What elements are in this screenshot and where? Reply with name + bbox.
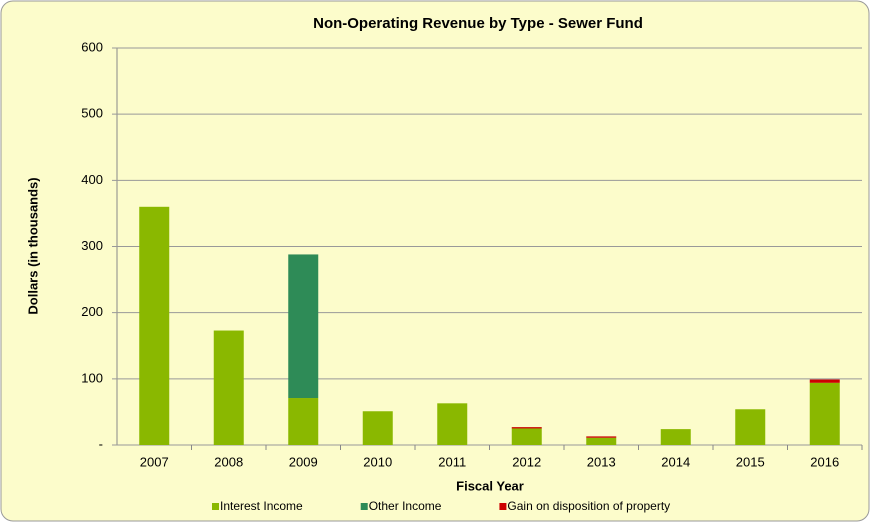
x-tick-label: 2013 — [587, 454, 616, 469]
legend-label: Gain on disposition of property — [507, 499, 670, 513]
bar-segment — [139, 206, 170, 445]
y-axis-label: Dollars (in thousands) — [25, 177, 40, 314]
bar-segment — [437, 403, 468, 445]
bar-segment — [213, 330, 244, 445]
y-tick-label: 400 — [81, 172, 103, 187]
chart-title: Non-Operating Revenue by Type - Sewer Fu… — [313, 15, 643, 32]
bar-segment — [288, 398, 319, 445]
x-tick-label: 2010 — [363, 454, 392, 469]
y-tick-label: 300 — [81, 238, 103, 253]
x-tick-label: 2012 — [512, 454, 541, 469]
bar-segment — [809, 382, 840, 445]
x-tick-label: 2016 — [810, 454, 839, 469]
y-tick-label: 200 — [81, 304, 103, 319]
x-tick-label: 2011 — [438, 454, 466, 469]
y-tick-label: - — [99, 436, 103, 451]
legend-swatch — [499, 503, 507, 510]
x-tick-label: 2007 — [140, 454, 169, 469]
x-tick-label: 2015 — [736, 454, 765, 469]
y-tick-label: 500 — [81, 106, 103, 121]
bar-segment — [288, 254, 319, 399]
x-axis-label: Fiscal Year — [456, 478, 524, 493]
bar-segment — [660, 429, 691, 445]
legend-label: Interest Income — [220, 499, 303, 513]
bar-segment — [735, 409, 766, 445]
legend-label: Other Income — [369, 499, 442, 513]
bar-segment — [511, 428, 542, 445]
bar-segment — [809, 379, 840, 383]
legend-swatch — [212, 503, 219, 510]
x-tick-label: 2014 — [661, 454, 690, 469]
bar-segment — [586, 436, 617, 438]
legend-swatch — [360, 503, 368, 510]
bar-segment — [511, 427, 542, 429]
y-tick-label: 100 — [81, 370, 103, 385]
x-tick-label: 2009 — [289, 454, 318, 469]
bar-segment — [362, 411, 393, 445]
x-tick-label: 2008 — [214, 454, 243, 469]
y-tick-label: 600 — [81, 39, 103, 54]
bar-segment — [586, 437, 617, 445]
